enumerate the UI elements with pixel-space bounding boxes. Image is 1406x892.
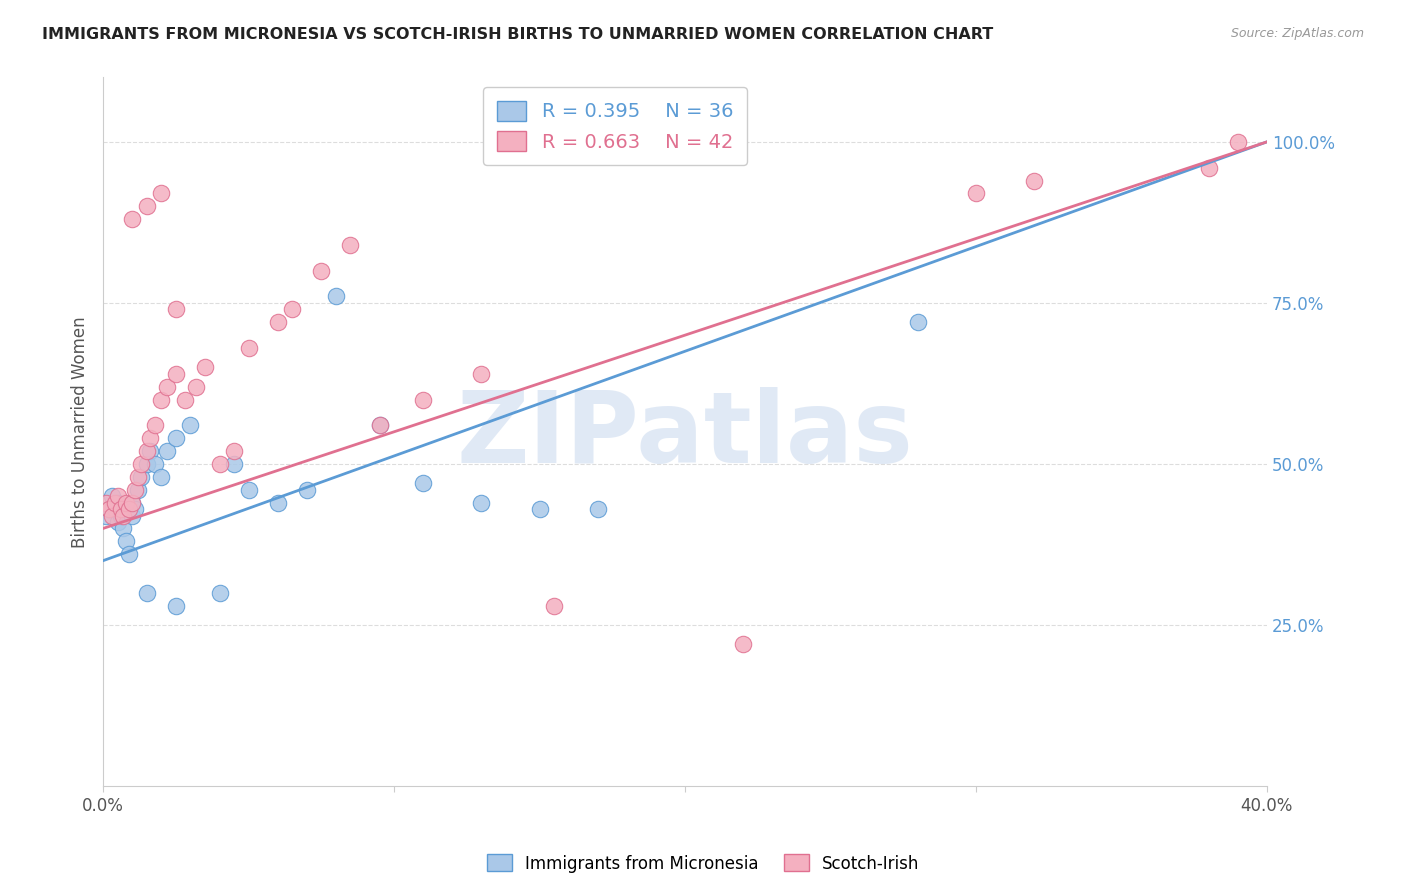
Point	[907, 315, 929, 329]
Point	[104, 502, 127, 516]
Point	[104, 496, 127, 510]
Legend: Immigrants from Micronesia, Scotch-Irish: Immigrants from Micronesia, Scotch-Irish	[479, 847, 927, 880]
Point	[156, 380, 179, 394]
Point	[129, 470, 152, 484]
Point	[281, 302, 304, 317]
Point	[965, 186, 987, 201]
Point	[543, 599, 565, 613]
Point	[101, 489, 124, 503]
Point	[165, 367, 187, 381]
Point	[121, 508, 143, 523]
Point	[339, 238, 361, 252]
Point	[1226, 135, 1249, 149]
Point	[165, 302, 187, 317]
Point	[295, 483, 318, 497]
Point	[179, 418, 201, 433]
Point	[135, 444, 157, 458]
Point	[470, 367, 492, 381]
Point	[470, 496, 492, 510]
Point	[150, 186, 173, 201]
Point	[412, 476, 434, 491]
Point	[368, 418, 391, 433]
Point	[101, 508, 124, 523]
Point	[107, 489, 129, 503]
Point	[529, 502, 551, 516]
Point	[118, 547, 141, 561]
Point	[186, 380, 208, 394]
Point	[156, 444, 179, 458]
Point	[238, 483, 260, 497]
Point	[733, 637, 755, 651]
Point	[412, 392, 434, 407]
Point	[267, 315, 290, 329]
Point	[208, 586, 231, 600]
Point	[115, 534, 138, 549]
Point	[267, 496, 290, 510]
Legend: R = 0.395    N = 36, R = 0.663    N = 42: R = 0.395 N = 36, R = 0.663 N = 42	[484, 87, 747, 165]
Text: ZIPatlas: ZIPatlas	[457, 387, 914, 483]
Point	[145, 418, 167, 433]
Point	[135, 457, 157, 471]
Point	[135, 586, 157, 600]
Point	[138, 431, 160, 445]
Point	[135, 199, 157, 213]
Point	[222, 444, 245, 458]
Point	[138, 444, 160, 458]
Point	[118, 502, 141, 516]
Point	[165, 599, 187, 613]
Point	[1024, 173, 1046, 187]
Point	[173, 392, 195, 407]
Point	[222, 457, 245, 471]
Text: IMMIGRANTS FROM MICRONESIA VS SCOTCH-IRISH BIRTHS TO UNMARRIED WOMEN CORRELATION: IMMIGRANTS FROM MICRONESIA VS SCOTCH-IRI…	[42, 27, 994, 42]
Point	[107, 496, 129, 510]
Point	[94, 496, 117, 510]
Point	[121, 496, 143, 510]
Point	[145, 457, 167, 471]
Point	[94, 508, 117, 523]
Point	[150, 392, 173, 407]
Point	[208, 457, 231, 471]
Point	[150, 470, 173, 484]
Point	[97, 502, 120, 516]
Point	[311, 264, 333, 278]
Y-axis label: Births to Unmarried Women: Births to Unmarried Women	[72, 316, 89, 548]
Point	[368, 418, 391, 433]
Point	[325, 289, 347, 303]
Point	[586, 502, 609, 516]
Point	[1198, 161, 1220, 175]
Point	[121, 496, 143, 510]
Point	[112, 508, 135, 523]
Text: Source: ZipAtlas.com: Source: ZipAtlas.com	[1230, 27, 1364, 40]
Point	[165, 431, 187, 445]
Point	[115, 496, 138, 510]
Point	[124, 502, 146, 516]
Point	[127, 470, 149, 484]
Point	[124, 483, 146, 497]
Point	[110, 508, 132, 523]
Point	[97, 502, 120, 516]
Point	[121, 212, 143, 227]
Point	[238, 341, 260, 355]
Point	[194, 360, 217, 375]
Point	[112, 521, 135, 535]
Point	[110, 502, 132, 516]
Point	[127, 483, 149, 497]
Point	[107, 515, 129, 529]
Point	[129, 457, 152, 471]
